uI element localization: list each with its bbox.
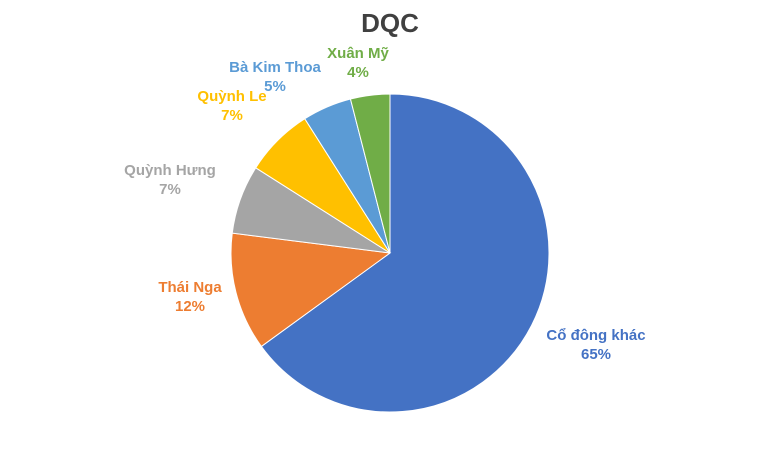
chart-title: DQC <box>361 8 419 38</box>
label-co-dong-khac: Cổ đông khác 65% <box>536 326 656 364</box>
label-quynh-le: Quỳnh Le 7% <box>182 87 282 125</box>
label-name: Cổ đông khác <box>546 327 646 344</box>
pie-slice <box>260 93 550 413</box>
label-xuan-my: Xuân Mỹ 4% <box>308 44 408 82</box>
label-name: Quỳnh Hưng <box>124 162 216 179</box>
pie-slice <box>230 232 392 348</box>
label-ba-kim-thoa: Bà Kim Thoa 5% <box>215 58 335 96</box>
label-value: 7% <box>221 107 243 124</box>
label-value: 4% <box>347 64 369 81</box>
label-name: Thái Nga <box>158 279 222 296</box>
label-name: Bà Kim Thoa <box>229 59 321 76</box>
label-value: 5% <box>264 78 286 95</box>
label-name: Xuân Mỹ <box>327 45 389 62</box>
label-name: Quỳnh Le <box>197 88 267 105</box>
label-value: 12% <box>174 298 206 315</box>
label-value: 65% <box>580 346 612 363</box>
label-quynh-hung: Quỳnh Hưng 7% <box>100 161 240 199</box>
label-thai-nga: Thái Nga 12% <box>135 278 245 316</box>
pie-slice <box>349 93 391 254</box>
label-value: 7% <box>159 181 181 198</box>
